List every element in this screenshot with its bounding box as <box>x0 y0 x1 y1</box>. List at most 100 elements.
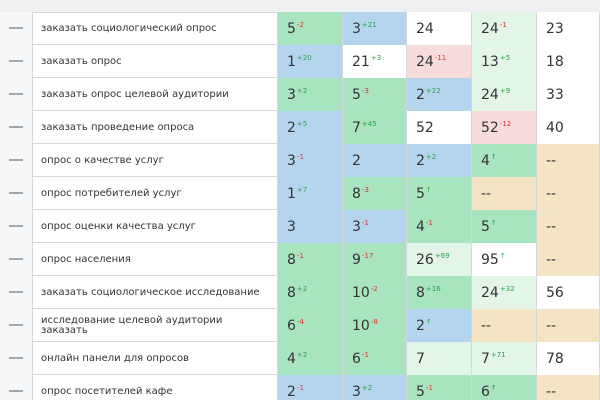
position: 6 <box>352 350 361 367</box>
position-change: -1 <box>425 219 433 227</box>
position: 6 <box>481 383 490 400</box>
position: 10 <box>352 284 370 301</box>
position-cell: 3 +2 <box>278 78 343 111</box>
position: 52 <box>481 119 499 136</box>
position-change: +9 <box>499 87 511 95</box>
keyword: опрос о качестве услуг <box>41 154 164 166</box>
position-change: -8 <box>370 318 378 326</box>
position-cell: 2 +2 <box>407 144 472 177</box>
position-cell: 6 ↑ <box>472 375 537 400</box>
position: 5 <box>352 86 361 103</box>
table-row: заказать опрос 1 +20 21 +3 24 -11 13 +5 18 <box>0 45 600 78</box>
position-cell: -- <box>537 309 600 342</box>
position-cell: -- <box>537 144 600 177</box>
position-cell: 2 +22 <box>407 78 472 111</box>
position-change: -1 <box>296 153 304 161</box>
row-handle <box>0 210 33 243</box>
row-handle <box>0 375 33 400</box>
position-cell: 26 +69 <box>407 243 472 276</box>
position-change: +71 <box>490 351 506 359</box>
position-cell: 2 ↑ <box>407 309 472 342</box>
position-change: +7 <box>296 186 308 194</box>
row-handle <box>0 111 33 144</box>
position: 95 <box>481 251 499 268</box>
position-cell: 5 -2 <box>278 12 343 45</box>
row-handle <box>0 342 33 375</box>
position: -- <box>546 317 557 334</box>
row-handle <box>0 12 33 45</box>
position-change: +3 <box>370 54 382 62</box>
position-change: +16 <box>425 285 441 293</box>
position-cell: 6 -1 <box>343 342 407 375</box>
position-cell: 2 +5 <box>278 111 343 144</box>
position-cell: 2 <box>343 144 407 177</box>
position: 3 <box>352 218 361 235</box>
row-handle <box>0 45 33 78</box>
keyword: опрос потребителей услуг <box>41 187 182 199</box>
table-row: заказать социологическое исследование 8 +2… <box>0 276 600 309</box>
position-cell: 52 <box>407 111 472 144</box>
position-cell: 23 <box>537 12 600 45</box>
position-change: +22 <box>425 87 441 95</box>
table-row: заказать социологический опрос 5 -2 3 +21 24 2… <box>0 12 600 45</box>
position: 18 <box>546 53 564 70</box>
position: 3 <box>352 383 361 400</box>
keyword: опрос оценки качества услуг <box>41 220 196 232</box>
position-cell: 5 -1 <box>407 375 472 400</box>
position: 8 <box>416 284 425 301</box>
position-cell: 5 -3 <box>343 78 407 111</box>
position: 6 <box>287 317 296 334</box>
position-change: ↑ <box>490 384 497 392</box>
row-handle <box>0 144 33 177</box>
position: 2 <box>352 152 361 169</box>
position-cell: -- <box>537 210 600 243</box>
position-cell: 3 +2 <box>343 375 407 400</box>
keyword: опрос населения <box>41 253 131 265</box>
position: 3 <box>352 20 361 37</box>
position-cell: 7 +45 <box>343 111 407 144</box>
position-change: ↑ <box>499 252 506 260</box>
position-cell: 8 -3 <box>343 177 407 210</box>
position: 24 <box>416 20 434 37</box>
position-cell: -- <box>537 177 600 210</box>
position: 8 <box>352 185 361 202</box>
position: 3 <box>287 218 296 235</box>
position-change: -1 <box>361 351 369 359</box>
position: 3 <box>287 86 296 103</box>
table-row: опрос населения 8 -1 9 -17 26 +69 95 ↑ -- <box>0 243 600 276</box>
position: 2 <box>287 119 296 136</box>
position: 33 <box>546 86 564 103</box>
keyword: заказать опрос <box>41 55 122 67</box>
row-handle <box>0 309 33 342</box>
position-cell: 56 <box>537 276 600 309</box>
position-cell: 3 +21 <box>343 12 407 45</box>
position: 2 <box>416 86 425 103</box>
table-row: опрос потребителей услуг 1 +7 8 -3 5 ↑ -- -- <box>0 177 600 210</box>
table-row: исследование целевой аудитории заказать 6… <box>0 309 600 342</box>
position: -- <box>546 185 557 202</box>
position: 56 <box>546 284 564 301</box>
position-change: -1 <box>425 384 433 392</box>
position-change: -3 <box>361 186 369 194</box>
position-cell: 78 <box>537 342 600 375</box>
position: 1 <box>287 53 296 70</box>
position: 5 <box>481 218 490 235</box>
keyword-cell: опрос населения <box>33 243 278 276</box>
position: 24 <box>416 53 434 70</box>
position: -- <box>546 383 557 400</box>
position: 3 <box>287 152 296 169</box>
keyword: заказать опрос целевой аудитории <box>41 88 229 100</box>
position: 26 <box>416 251 434 268</box>
position-cell: 10 -2 <box>343 276 407 309</box>
keyword: заказать проведение опроса <box>41 121 195 133</box>
position-change: +69 <box>434 252 450 260</box>
position-change: -1 <box>499 21 507 29</box>
position-cell: 95 ↑ <box>472 243 537 276</box>
keyword-cell: заказать социологическое исследование <box>33 276 278 309</box>
keyword-cell: заказать социологический опрос <box>33 12 278 45</box>
position-cell: 1 +7 <box>278 177 343 210</box>
keyword-cell: опрос потребителей услуг <box>33 177 278 210</box>
position: 8 <box>287 251 296 268</box>
position-cell: 1 +20 <box>278 45 343 78</box>
